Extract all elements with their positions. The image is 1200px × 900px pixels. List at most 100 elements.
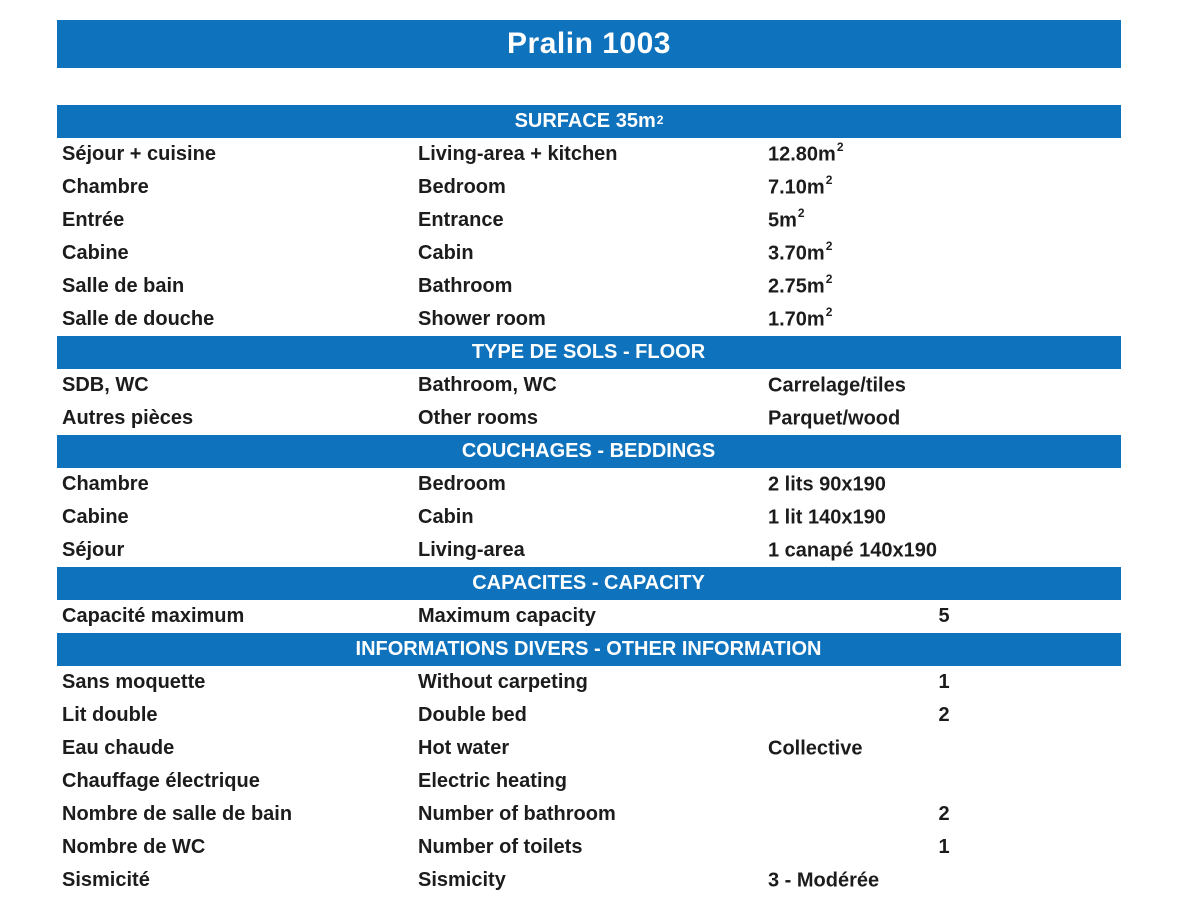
row-value: 3.70m — [768, 242, 825, 265]
table-row: Chambre Bedroom 7.10m2 — [57, 171, 1121, 204]
row-label-en: Bathroom — [418, 275, 513, 297]
row-label-en: Without carpeting — [418, 671, 588, 693]
row-value: 7.10m — [768, 176, 825, 199]
row-label-en: Living-area + kitchen — [418, 143, 618, 165]
row-label-en: Maximum capacity — [418, 605, 596, 627]
row-value-cell: 1 canapé 140x190 — [768, 538, 937, 563]
row-label-fr: Sismicité — [62, 869, 150, 891]
row-value: 1 canapé 140x190 — [768, 539, 938, 562]
row-value: Carrelage/tiles — [768, 374, 906, 397]
row-label-fr: Chambre — [62, 176, 149, 198]
row-label-fr: Chambre — [62, 473, 149, 495]
row-value-sup: 2 — [836, 140, 844, 155]
row-label-en: Double bed — [418, 704, 527, 726]
table-row: Autres pièces Other rooms Parquet/wood — [57, 402, 1121, 435]
section-title: INFORMATIONS DIVERS - OTHER INFORMATION — [355, 638, 822, 660]
row-label-en: Other rooms — [418, 407, 539, 429]
row-label-fr: Sans moquette — [62, 671, 206, 693]
table-row: Eau chaude Hot water Collective — [57, 732, 1121, 765]
row-label-fr: Séjour — [62, 539, 125, 561]
table-row: Cabine Cabin 1 lit 140x190 — [57, 501, 1121, 534]
row-label-fr: Lit double — [62, 704, 158, 726]
row-label-en: Bedroom — [418, 473, 506, 495]
document-title: Pralin 1003 — [507, 27, 671, 60]
row-label-en: Cabin — [418, 506, 474, 528]
table-row: Séjour Living-area 1 canapé 140x190 — [57, 534, 1121, 567]
row-label-en: Shower room — [418, 308, 546, 330]
row-value-cell — [768, 802, 908, 827]
row-value-sup: 2 — [825, 272, 833, 287]
section: INFORMATIONS DIVERS - OTHER INFORMATION … — [57, 633, 1121, 897]
row-value: 2 lits 90x190 — [768, 473, 886, 496]
row-value-cell: 2 lits 90x190 — [768, 472, 908, 497]
row-number: 5 — [938, 605, 950, 627]
table-row: Salle de bain Bathroom 2.75m2 — [57, 270, 1121, 303]
table-row: Nombre de WC Number of toilets 1 — [57, 831, 1121, 864]
row-value: 5m — [768, 209, 797, 232]
table-row: SDB, WC Bathroom, WC Carrelage/tiles — [57, 369, 1121, 402]
section: SURFACE 35m 2 Séjour + cuisine Living-are… — [57, 105, 1121, 336]
row-value-cell: Carrelage/tiles — [768, 373, 908, 398]
row-label-en: Number of bathroom — [418, 803, 616, 825]
section-header-bar: SURFACE 35m 2 — [57, 105, 1121, 138]
row-value-cell: 3 - Modérée — [768, 868, 908, 893]
row-label-en: Electric heating — [418, 770, 567, 792]
row-label-en: Cabin — [418, 242, 474, 264]
row-value: 3 - Modérée — [768, 869, 880, 892]
row-value-cell: 3.70m2 — [768, 239, 908, 266]
row-label-fr: Nombre de salle de bain — [62, 803, 293, 825]
section: CAPACITES - CAPACITY Capacité maximum Ma… — [57, 567, 1121, 633]
row-value-cell: 7.10m2 — [768, 173, 908, 200]
document-title-bar: Pralin 1003 — [57, 20, 1121, 68]
row-value-sup: 2 — [797, 206, 805, 221]
row-value-cell: Collective — [768, 736, 908, 761]
row-label-fr: Nombre de WC — [62, 836, 206, 858]
row-value-cell — [768, 670, 908, 695]
row-number: 1 — [938, 671, 950, 693]
table-row: Cabine Cabin 3.70m2 — [57, 237, 1121, 270]
row-number: 1 — [938, 836, 950, 858]
table-row: Séjour + cuisine Living-area + kitchen 1… — [57, 138, 1121, 171]
row-value-cell — [768, 604, 908, 629]
table-row: Nombre de salle de bain Number of bathro… — [57, 798, 1121, 831]
row-value-cell: 1 lit 140x190 — [768, 505, 908, 530]
document: Pralin 1003 SURFACE 35m 2 Séjour + cuisin… — [57, 20, 1121, 897]
row-value-cell: Parquet/wood — [768, 406, 908, 431]
section-title: SURFACE 35m — [514, 110, 656, 132]
row-value: 2.75m — [768, 275, 825, 298]
row-label-fr: Chauffage électrique — [62, 770, 260, 792]
row-label-fr: Cabine — [62, 242, 129, 264]
section-title-sup: 2 — [656, 112, 664, 127]
row-value: 1 lit 140x190 — [768, 506, 886, 529]
row-label-fr: Autres pièces — [62, 407, 194, 429]
row-label-en: Entrance — [418, 209, 504, 231]
row-label-en: Bedroom — [418, 176, 506, 198]
row-value-sup: 2 — [825, 305, 833, 320]
section-header-bar: INFORMATIONS DIVERS - OTHER INFORMATION — [57, 633, 1121, 666]
section-title: COUCHAGES - BEDDINGS — [461, 440, 716, 462]
row-number: 2 — [938, 803, 950, 825]
table-row: Capacité maximum Maximum capacity 5 — [57, 600, 1121, 633]
row-value-cell: 1.70m2 — [768, 305, 908, 332]
row-value-sup: 2 — [825, 239, 833, 254]
section-header-bar: CAPACITES - CAPACITY — [57, 567, 1121, 600]
row-label-fr: Capacité maximum — [62, 605, 245, 627]
table-row: Chambre Bedroom 2 lits 90x190 — [57, 468, 1121, 501]
table-row: Sismicité Sismicity 3 - Modérée — [57, 864, 1121, 897]
table-row: Chauffage électrique Electric heating — [57, 765, 1121, 798]
section: COUCHAGES - BEDDINGS Chambre Bedroom 2 l… — [57, 435, 1121, 567]
table-row: Salle de douche Shower room 1.70m2 — [57, 303, 1121, 336]
row-label-en: Number of toilets — [418, 836, 583, 858]
row-label-fr: Eau chaude — [62, 737, 175, 759]
row-label-fr: Séjour + cuisine — [62, 143, 216, 165]
row-value: Parquet/wood — [768, 407, 901, 430]
section: TYPE DE SOLS - FLOOR SDB, WC Bathroom, W… — [57, 336, 1121, 435]
row-label-fr: SDB, WC — [62, 374, 149, 396]
table-row: Lit double Double bed 2 — [57, 699, 1121, 732]
row-value-cell: 2.75m2 — [768, 272, 908, 299]
table-row: Sans moquette Without carpeting 1 — [57, 666, 1121, 699]
section-header-bar: COUCHAGES - BEDDINGS — [57, 435, 1121, 468]
section-title: TYPE DE SOLS - FLOOR — [471, 341, 706, 363]
row-value: 1.70m — [768, 308, 825, 331]
row-label-fr: Cabine — [62, 506, 129, 528]
